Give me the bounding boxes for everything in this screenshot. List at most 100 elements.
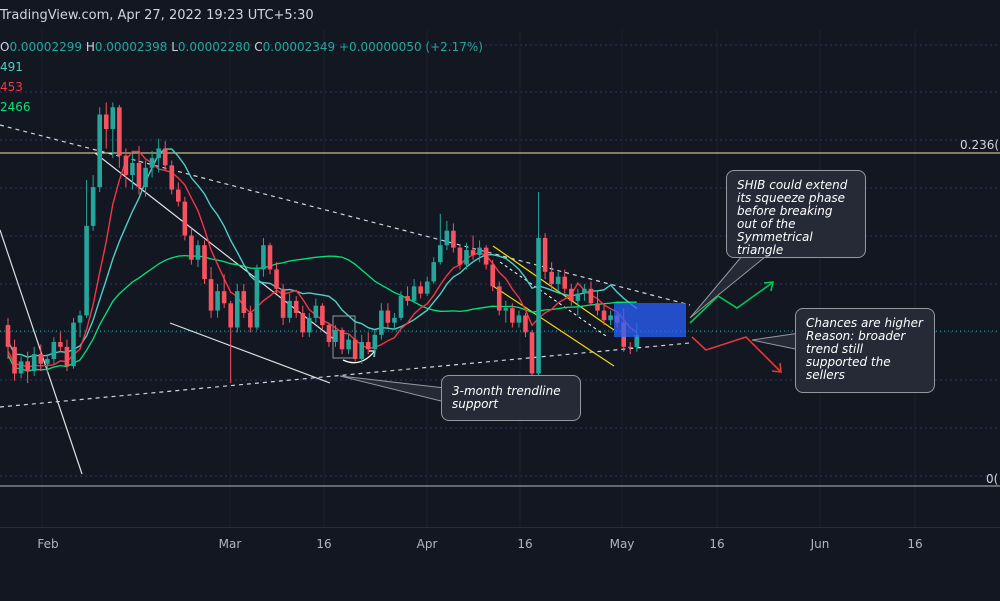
candle-body-70 [464,250,469,265]
candle-body-54 [359,342,364,359]
candle-body-15 [103,114,109,130]
candle-body-61 [405,296,410,301]
x-tick-label: 16 [709,537,725,551]
callout-trendline-support[interactable]: 3-month trendline support [441,375,581,421]
low-value: 0.00002280 [177,40,251,54]
open-value: 0.00002299 [9,40,82,54]
ma-line-medium [7,148,638,358]
callout-sellers[interactable]: Chances are higher Reason: broader trend… [795,308,935,393]
candle-body-9 [64,346,70,367]
candle-body-95 [627,346,633,348]
candle-body-57 [379,310,384,335]
callout-sellers-text: Chances are higher Reason: broader trend… [806,316,923,382]
triangle-upper-line [0,124,691,306]
candle-body-88 [582,288,587,294]
candle-body-44 [293,300,299,313]
ma-legend-3[interactable]: 2466 [0,100,31,114]
consolidation-box [332,315,356,359]
yellow-channel-lower [492,285,615,367]
candle-body-46 [307,317,312,333]
candle-body-62 [411,286,417,301]
candle-body-48 [320,305,325,326]
callout-trendline-pointer [339,375,446,403]
candle-body-49 [326,325,332,343]
callout-trendline-text: 3-month trendline support [452,384,561,411]
bullish-arrowhead [763,281,775,292]
x-tick-label: Apr [416,537,438,551]
candle-body-60 [398,296,404,318]
candle-body-90 [595,303,600,311]
candle-body-83 [549,271,554,284]
candle-body-81 [536,237,541,374]
candle-body-41 [274,269,279,289]
candle-body-37 [248,312,253,328]
candle-body-6 [45,358,50,364]
candle-body-76 [503,308,509,311]
low-label: L [171,40,178,54]
time-axis[interactable] [0,527,1000,601]
candle-body-20 [136,162,142,188]
channel-lower-line [169,322,331,384]
candle-body-77 [510,308,515,323]
candle-body-79 [523,315,528,333]
candle-body-21 [143,167,148,188]
candle-body-75 [496,286,502,311]
candle-body-31 [208,279,214,311]
candle-body-55 [365,342,371,350]
channel-upper-line [94,152,336,341]
bearish-projection-arrow [691,336,781,372]
candle-body-0 [5,325,11,347]
callout-squeeze-phase[interactable]: SHIB could extend its squeeze phase befo… [726,170,866,258]
candle-body-1 [12,346,17,374]
candle-body-74 [490,264,495,287]
high-value: 0.00002398 [94,40,168,54]
x-tick-label: Feb [37,537,59,551]
candle-body-33 [221,291,227,304]
bearish-arrowhead [771,362,782,373]
candle-body-50 [333,329,338,343]
candle-body-25 [169,165,175,190]
candle-body-32 [215,291,220,311]
candle-body-69 [457,247,463,265]
bullish-projection-arrow [689,282,773,324]
candle-body-19 [130,162,135,176]
candle-body-42 [280,288,286,318]
x-tick-label: Mar [218,537,242,551]
candle-body-68 [451,230,456,248]
candle-body-14 [97,114,102,188]
candle-body-59 [392,317,397,323]
candle-body-2 [18,361,24,374]
candle-body-16 [110,107,116,130]
candle-body-64 [424,281,430,294]
header-source: TradingView.com, Apr 27, 2022 19:23 UTC+… [0,8,314,23]
open-label: O [0,40,10,54]
candle-body-18 [123,155,129,176]
callout-squeeze-pointer [689,255,767,319]
candle-body-73 [483,247,489,265]
candle-body-24 [162,148,168,166]
change-value: +0.00000050 (+2.17%) [339,40,483,54]
fib-level-upper-label: 0.236( [960,138,1000,152]
target-zone-box [614,303,686,337]
x-tick-label: 16 [907,537,923,551]
ma-legend-1[interactable]: 491 [0,60,23,74]
candle-body-91 [601,310,607,321]
candle-body-51 [339,329,345,350]
candle-body-47 [313,305,319,318]
callout-squeeze-text: SHIB could extend its squeeze phase befo… [737,178,848,257]
candle-body-8 [58,342,63,347]
candle-body-71 [470,250,476,255]
candle-body-72 [477,247,482,255]
candle-body-17 [117,107,122,156]
candle-body-45 [300,312,306,333]
candle-body-28 [189,235,194,260]
chart-source-header: TradingView.com, Apr 27, 2022 19:23 UTC+… [0,8,314,23]
ma-legend-2[interactable]: 453 [0,80,23,94]
candle-body-5 [38,354,44,364]
x-tick-label: Jun [810,537,830,551]
candle-body-78 [516,315,522,323]
candle-body-53 [352,339,358,359]
candle-body-22 [149,158,155,168]
fib-level-lower-label: 0( [986,472,999,486]
